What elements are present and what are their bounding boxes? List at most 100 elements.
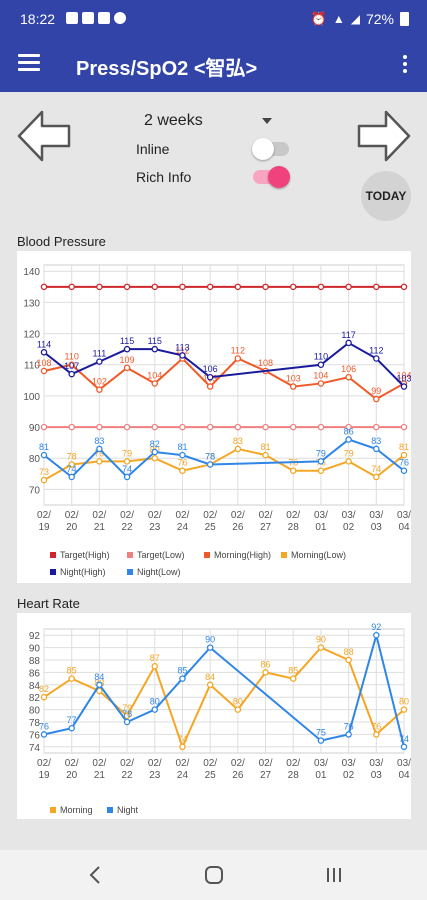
recents-icon[interactable] [324,864,344,886]
data-label: 113 [175,342,189,352]
data-point [373,355,380,362]
y-tick-label: 86 [29,668,41,679]
data-label: 85 [288,666,298,676]
legend-swatch [50,807,56,813]
x-tick-label: 03/ [369,510,383,521]
more-options-icon[interactable] [403,55,409,76]
legend-swatch [107,807,113,813]
period-dropdown[interactable]: 2 weeks [144,112,274,130]
data-point [96,687,103,695]
x-tick-label: 23 [149,522,161,533]
blood-pressure-title: Blood Pressure [17,234,106,249]
data-point [317,283,325,291]
data-label: 114 [37,339,51,349]
data-point [262,283,269,291]
data-point [123,718,131,726]
data-point [123,423,131,431]
today-button[interactable]: TODAY [361,171,411,221]
data-label: 74 [122,464,132,474]
x-tick-label: 02 [343,522,355,533]
data-point [68,361,75,368]
data-point [345,339,352,347]
data-point [289,383,297,390]
data-point [400,706,408,713]
toggle-knob [252,138,274,160]
data-point [345,656,352,664]
data-point [317,380,325,387]
data-point [345,731,352,738]
data-label: 103 [396,374,411,384]
heart-rate-title: Heart Rate [17,596,80,611]
data-label: 85 [67,666,77,676]
x-tick-label: 02/ [92,510,106,521]
data-point [373,731,380,738]
data-label: 76 [399,458,409,468]
data-label: 79 [344,448,354,458]
y-tick-label: 80 [29,706,41,717]
home-icon[interactable] [203,864,225,886]
data-label: 110 [314,352,328,362]
data-label: 78 [122,709,132,719]
data-label: 111 [93,349,107,359]
data-point [400,743,408,751]
app-bar: Press/SpO2 <智弘> [0,36,427,92]
data-point [373,283,380,291]
data-label: 79 [94,448,104,458]
data-point [317,737,325,744]
app-notification-icon [82,12,94,24]
series-line [43,646,405,750]
previous-period-arrow-icon[interactable] [16,108,72,164]
x-tick-label: 03/ [369,758,383,769]
inline-toggle[interactable] [252,138,289,160]
data-point [345,436,352,443]
x-tick-label: 22 [122,770,134,781]
legend-label: Night(High) [60,567,106,577]
data-point [151,448,159,456]
data-point [317,423,325,431]
x-tick-label: 24 [177,770,189,781]
x-tick-label: 24 [177,522,189,533]
x-tick-label: 02/ [259,758,273,769]
data-label: 76 [344,721,354,731]
rich-info-toggle[interactable] [253,166,290,188]
data-label: 82 [39,684,49,694]
menu-icon[interactable] [18,54,40,72]
data-label: 79 [122,703,132,713]
data-point [151,380,159,387]
data-point [151,662,159,670]
y-tick-label: 82 [29,693,41,704]
data-label: 82 [150,439,160,449]
x-tick-label: 02/ [203,510,217,521]
app-title: Press/SpO2 <智弘> [76,58,258,80]
data-point [400,283,408,291]
data-point [68,675,75,682]
gallery-notification-icon [66,12,78,24]
data-point [400,423,408,431]
chevron-down-icon [262,118,272,124]
signal-icon: ◢ [350,12,360,26]
data-point [262,451,269,459]
data-label: 74 [177,734,187,744]
data-point [373,473,380,481]
x-tick-label: 28 [288,770,300,781]
legend-label: Morning(High) [214,550,271,560]
data-label: 83 [233,436,243,446]
data-label: 103 [286,374,301,384]
legend-label: Target(Low) [137,550,185,560]
rich-info-label: Rich Info [136,169,192,185]
x-tick-label: 27 [260,770,272,781]
data-label: 107 [64,361,79,371]
data-point [234,423,242,431]
x-tick-label: 02/ [176,510,190,521]
battery-icon [400,12,409,26]
data-point [179,352,186,359]
data-label: 78 [67,451,77,461]
data-label: 79 [122,448,132,458]
back-icon[interactable] [86,864,104,886]
data-point [373,445,380,453]
x-tick-label: 26 [232,522,244,533]
y-tick-label: 80 [29,454,41,465]
data-point [262,669,269,676]
data-label: 77 [67,715,77,725]
next-period-arrow-icon[interactable] [356,108,412,164]
